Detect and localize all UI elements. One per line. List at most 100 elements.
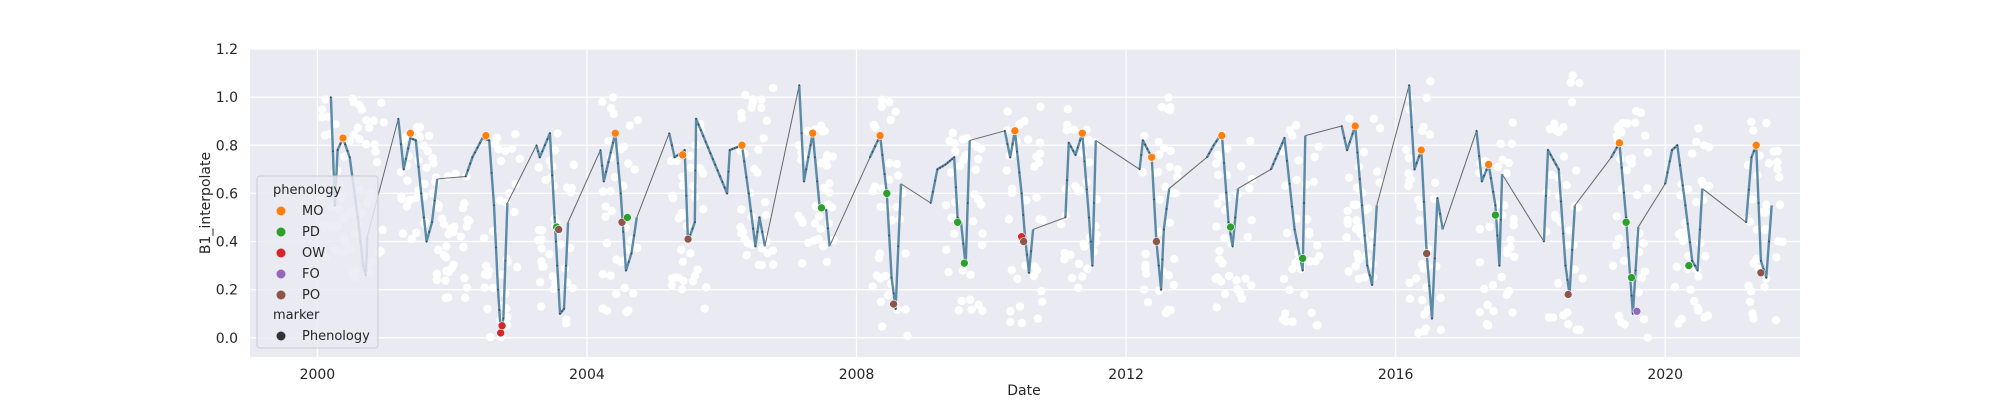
interpolated-point <box>488 139 491 142</box>
observation-point <box>1425 130 1435 139</box>
observation-point <box>1745 297 1755 307</box>
observation-point <box>1436 325 1446 335</box>
interpolated-point <box>1270 168 1272 171</box>
interpolated-point <box>962 243 965 245</box>
interpolated-point <box>948 159 951 162</box>
interpolated-point <box>1140 153 1143 156</box>
y-tick-label: 0.2 <box>216 283 238 299</box>
observation-point <box>741 90 750 100</box>
observation-point <box>1426 77 1435 86</box>
legend-marker-pd <box>276 227 286 237</box>
interpolated-point <box>676 154 678 157</box>
observation-point <box>1245 136 1255 146</box>
observation-point <box>320 131 329 140</box>
observation-point <box>567 183 576 193</box>
interpolated-point <box>602 180 605 183</box>
phenology-marker <box>737 140 747 150</box>
observation-point <box>1567 97 1577 107</box>
interpolated-point <box>397 117 400 120</box>
interpolated-point <box>1627 246 1630 249</box>
observation-point <box>1507 139 1517 148</box>
x-tick-label: 2000 <box>300 367 336 383</box>
interpolated-point <box>1079 139 1081 142</box>
observation-point <box>877 95 887 105</box>
interpolated-point <box>897 245 900 248</box>
phenology-marker <box>1217 131 1227 140</box>
observation-point <box>955 161 965 171</box>
phenology-marker <box>1684 261 1694 270</box>
observation-point <box>345 136 354 146</box>
phenology-marker <box>338 133 348 143</box>
interpolated-point <box>1011 143 1014 145</box>
observation-point <box>877 102 886 111</box>
observation-point <box>1213 170 1223 180</box>
observation-point <box>1572 166 1581 175</box>
interpolated-point <box>1668 160 1671 163</box>
observation-point <box>608 93 618 102</box>
observation-point <box>1509 215 1518 224</box>
gap-connector <box>567 149 601 223</box>
observation-point <box>1313 321 1322 330</box>
observation-point <box>1294 156 1303 165</box>
observation-point <box>1165 218 1175 227</box>
interpolated-point <box>1684 204 1687 207</box>
observation-point <box>810 219 820 228</box>
interpolated-point <box>702 135 705 137</box>
interpolated-point <box>736 146 739 149</box>
interpolated-point <box>502 317 505 320</box>
interpolated-point <box>747 192 750 195</box>
x-axis-label: Date <box>1007 383 1040 399</box>
observation-point <box>1502 169 1511 178</box>
interpolated-point <box>1415 161 1418 164</box>
observation-point <box>486 332 495 342</box>
interpolated-point <box>556 264 559 267</box>
observation-point <box>460 199 469 208</box>
observation-point <box>1508 308 1517 317</box>
observation-point <box>1622 165 1631 175</box>
x-tick-label: 2020 <box>1647 367 1683 383</box>
phenology-marker <box>1751 140 1761 150</box>
observation-point <box>1691 137 1701 146</box>
observation-point <box>428 153 437 163</box>
phenology-marker <box>497 321 507 331</box>
phenology-marker <box>481 131 491 140</box>
observation-point <box>1619 256 1629 265</box>
interpolated-point <box>1560 200 1562 203</box>
observation-point <box>405 195 415 205</box>
observation-point <box>1771 316 1781 325</box>
interpolated-point <box>694 169 697 172</box>
phenology-marker <box>1491 210 1500 220</box>
observation-point <box>885 175 894 185</box>
observation-point <box>1163 305 1172 315</box>
observation-point <box>893 171 903 180</box>
observation-point <box>1639 239 1648 248</box>
interpolated-point <box>936 168 939 171</box>
observation-point <box>686 249 695 258</box>
interpolated-point <box>1691 259 1694 262</box>
observation-point <box>1035 149 1045 158</box>
interpolated-point <box>1630 294 1633 297</box>
observation-point <box>377 98 386 108</box>
interpolated-point <box>1408 84 1411 86</box>
x-tick-label: 2004 <box>569 367 605 383</box>
observation-point <box>1310 152 1319 162</box>
interpolated-point <box>1433 257 1436 260</box>
observation-point <box>1694 124 1703 133</box>
observation-point <box>1375 124 1385 133</box>
observation-point <box>1554 191 1564 201</box>
observation-point <box>1307 308 1316 318</box>
observation-point <box>1749 126 1758 135</box>
gap-connector <box>1701 188 1747 223</box>
interpolated-point <box>1229 233 1232 236</box>
interpolated-point <box>1281 142 1284 145</box>
interpolated-point <box>607 161 610 163</box>
observation-point <box>545 249 554 259</box>
observation-point <box>1405 294 1415 304</box>
observation-point <box>610 172 620 182</box>
observation-point <box>1508 118 1518 127</box>
phenology-marker <box>683 234 693 244</box>
observation-point <box>511 130 520 139</box>
observation-point <box>957 296 966 306</box>
observation-point <box>1353 249 1362 259</box>
interpolated-point <box>1091 264 1094 267</box>
